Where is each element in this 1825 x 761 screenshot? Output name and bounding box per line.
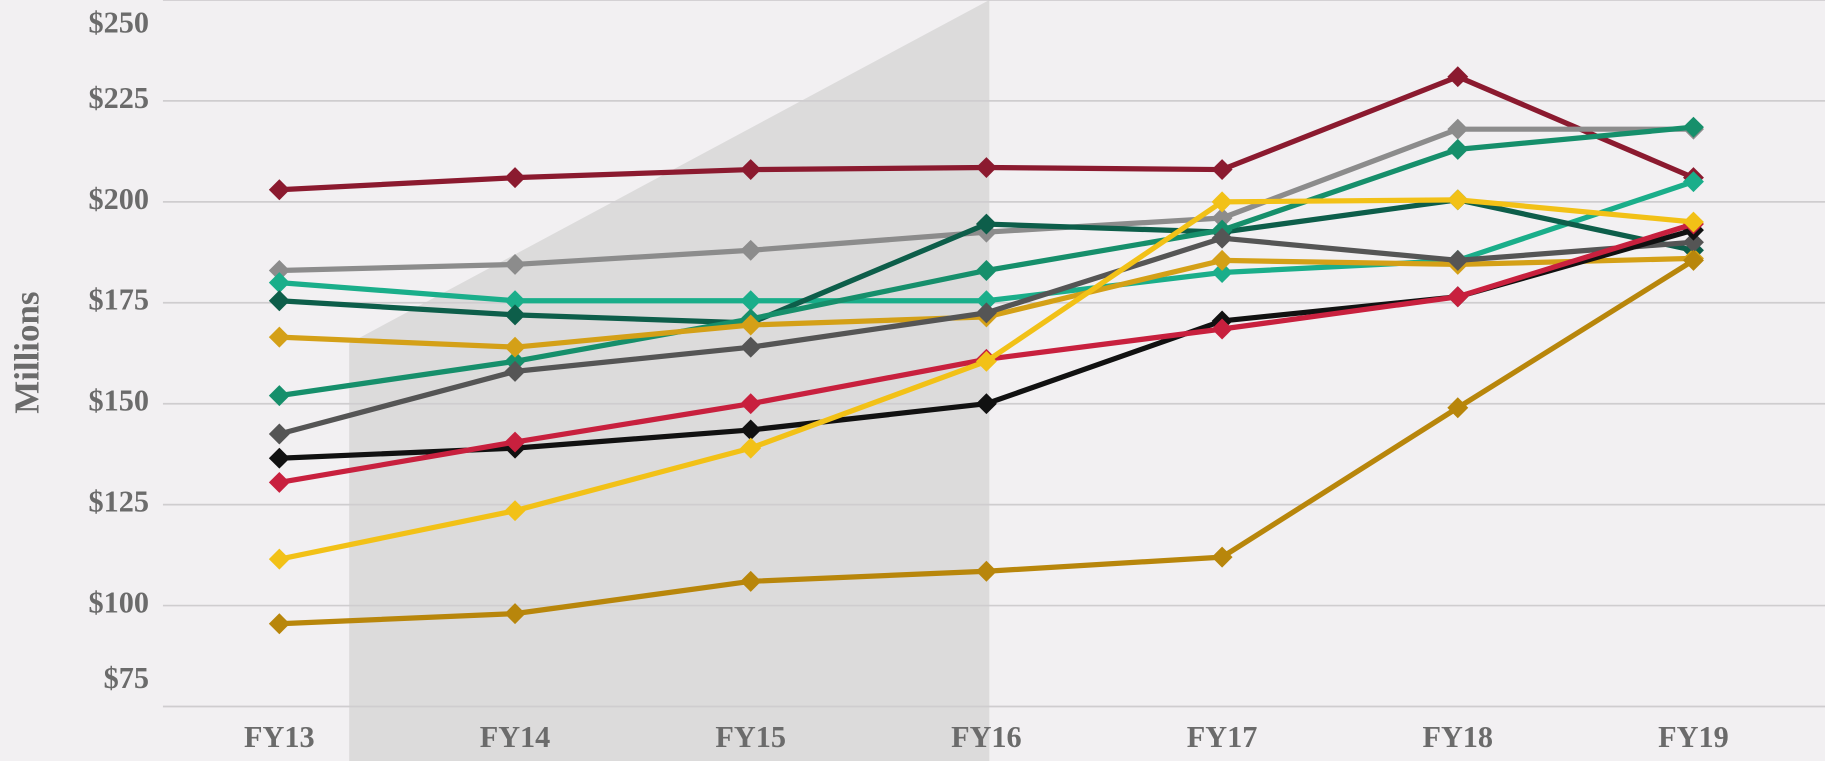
y-tick-label: $175 [88,283,149,317]
y-tick-label: $125 [88,485,149,519]
data-point [268,260,290,281]
x-tick-label: FY17 [1187,720,1258,754]
data-point [268,385,290,407]
data-point [1447,118,1469,140]
data-point [1211,207,1233,229]
data-point [1211,546,1233,568]
data-point [1211,249,1233,271]
data-point [1682,231,1704,253]
y-tick-label: $75 [104,661,149,695]
data-point [1682,211,1704,233]
x-tick-label: FY14 [480,720,551,754]
y-tick-label: $225 [88,81,149,115]
data-point [268,423,290,445]
x-tick-label: FY19 [1658,720,1729,754]
data-point [1211,227,1233,249]
data-point [975,302,997,324]
data-point [268,272,290,294]
data-point [268,471,290,493]
data-point [975,213,997,235]
data-point [504,253,526,275]
data-point [740,239,762,261]
data-point [740,336,762,358]
data-point [975,393,997,415]
y-axis-label: Millions [7,292,46,414]
data-point [1447,138,1469,160]
y-tick-label: $150 [88,384,149,418]
data-point [268,326,290,348]
data-point [740,314,762,336]
data-point [504,336,526,358]
background-shape [349,0,990,761]
data-point [975,157,997,179]
data-point [740,159,762,181]
data-point [1447,249,1469,271]
data-point [504,167,526,189]
data-point [1447,189,1469,211]
x-tick-label: FY15 [715,720,786,754]
data-point [268,548,290,570]
plot-area: Millions $75 $100 $125 $150 $175 $200 $225 $250… [7,0,1825,761]
data-point [1682,249,1704,271]
x-tick-label: FY16 [951,720,1022,754]
y-tick-label: $200 [88,182,149,216]
data-point [975,290,997,312]
data-point [268,290,290,312]
data-point [740,290,762,312]
data-point [1682,116,1704,138]
data-point [1682,171,1704,193]
data-point [1447,397,1469,419]
x-tick-label: FY18 [1422,720,1493,754]
data-point [268,179,290,201]
x-tick-label: FY13 [244,720,315,754]
data-point [1211,159,1233,181]
data-point [1211,318,1233,340]
data-point [740,437,762,459]
data-point [740,393,762,415]
data-point [268,447,290,469]
data-point [975,350,997,372]
data-point [1211,262,1233,283]
data-point [504,360,526,382]
data-point [975,260,997,281]
data-point [504,290,526,312]
data-point [268,613,290,635]
data-point [504,500,526,522]
data-point [504,304,526,326]
data-point [504,431,526,453]
data-point [740,570,762,592]
data-point [504,603,526,625]
y-tick-label: $250 [88,6,149,40]
y-tick-label: $100 [88,585,149,619]
data-point [1447,66,1469,88]
data-point [1211,191,1233,213]
data-point [740,419,762,441]
data-point [1447,286,1469,308]
